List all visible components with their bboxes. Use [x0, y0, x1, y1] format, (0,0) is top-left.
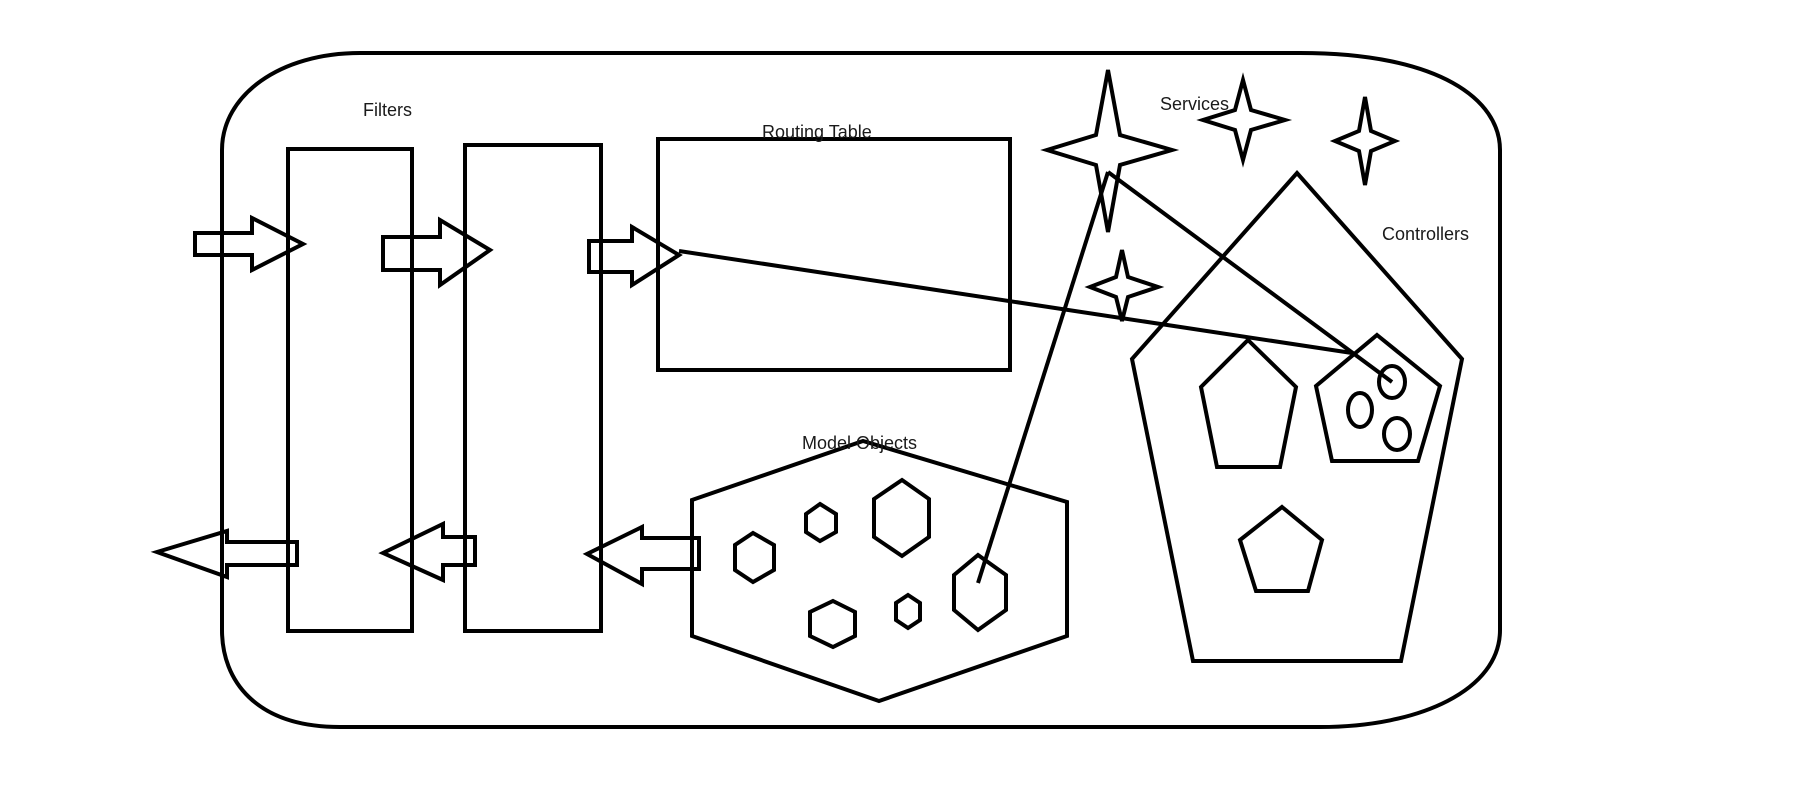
routing-table-label: Routing Table [762, 122, 872, 142]
request-arrow-1 [193, 214, 308, 274]
response-arrow-1 [150, 528, 299, 580]
routing-table-box [656, 137, 1012, 372]
service-star-4 [1084, 249, 1165, 322]
model-object-hexagon-5 [808, 598, 857, 650]
request-arrow-3 [587, 223, 683, 289]
request-arrow-2 [381, 216, 494, 289]
model-object-hexagon-3 [872, 477, 931, 559]
filters-label: Filters [363, 100, 412, 120]
services-label: Services [1160, 94, 1229, 114]
filter-box-1 [286, 147, 414, 633]
controllers-container [1129, 169, 1465, 663]
response-arrow-3 [582, 523, 701, 588]
model-object-hexagon-4 [952, 552, 1008, 633]
response-arrow-2 [378, 520, 477, 584]
model-objects-container [690, 438, 1069, 704]
controllers-label: Controllers [1382, 224, 1469, 244]
model-object-hexagon-6 [894, 592, 922, 631]
controller-pentagon-1 [1198, 337, 1299, 469]
model-object-hexagon-2 [804, 501, 838, 544]
model-objects-label: Model Objects [802, 433, 917, 453]
service-star-2 [1196, 72, 1293, 168]
service-to-model-line [976, 171, 1110, 584]
application-boundary [220, 51, 1502, 729]
model-object-hexagon-1 [733, 530, 776, 585]
controller-action-3 [1382, 416, 1412, 452]
service-star-1 [1040, 69, 1180, 233]
routing-to-controller-line [678, 249, 1353, 355]
controller-action-1 [1377, 364, 1407, 400]
service-to-controller-line [1106, 170, 1394, 384]
service-star-3 [1329, 96, 1401, 186]
controller-pentagon-2 [1313, 332, 1443, 463]
controller-pentagon-3 [1237, 504, 1325, 593]
controller-action-2 [1346, 391, 1374, 429]
filter-box-2 [463, 143, 603, 633]
